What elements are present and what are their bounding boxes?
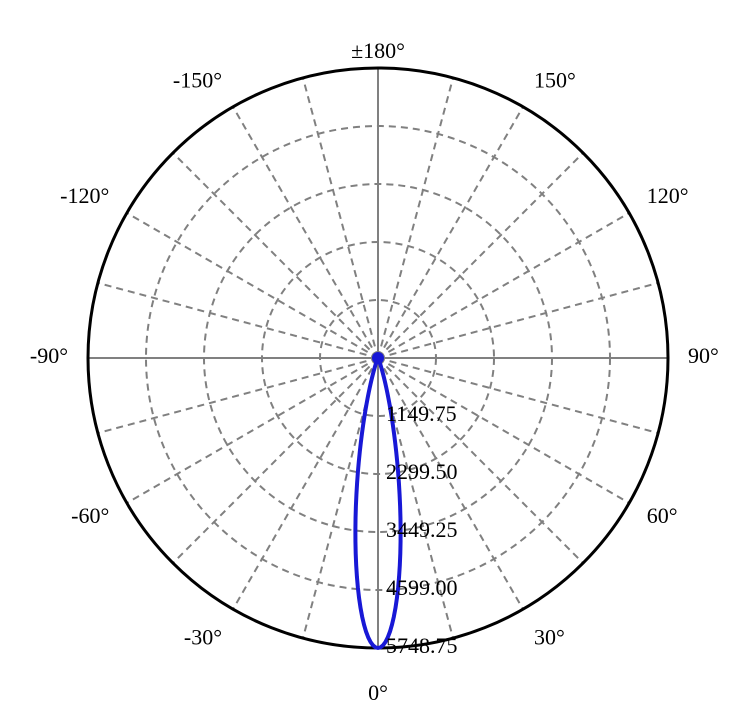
angle-tick-label: -90° bbox=[30, 343, 68, 368]
radial-tick-label: 4599.00 bbox=[386, 575, 458, 600]
polar-chart: ±180° 150° 120° 90° 60° 30° 0° -30° -60° -90° -120… bbox=[0, 0, 752, 715]
angle-tick-label: 60° bbox=[647, 503, 678, 528]
angle-tick-label: 150° bbox=[534, 67, 576, 92]
angle-tick-label: ±180° bbox=[351, 38, 405, 63]
angle-tick-label: -30° bbox=[184, 625, 222, 650]
series-origin-marker bbox=[372, 352, 384, 364]
radial-tick-label: 1149.75 bbox=[386, 401, 457, 426]
radial-tick-label: 3449.25 bbox=[386, 517, 458, 542]
angle-tick-label: -120° bbox=[60, 183, 109, 208]
radial-tick-label: 5748.75 bbox=[386, 633, 458, 658]
angle-tick-label: 30° bbox=[534, 625, 565, 650]
angle-tick-label: 120° bbox=[647, 183, 689, 208]
angle-tick-label: 90° bbox=[688, 343, 719, 368]
angle-tick-label: -150° bbox=[173, 67, 222, 92]
angle-tick-label: -60° bbox=[71, 503, 109, 528]
angle-tick-label: 0° bbox=[368, 680, 388, 705]
radial-tick-label: 2299.50 bbox=[386, 459, 458, 484]
